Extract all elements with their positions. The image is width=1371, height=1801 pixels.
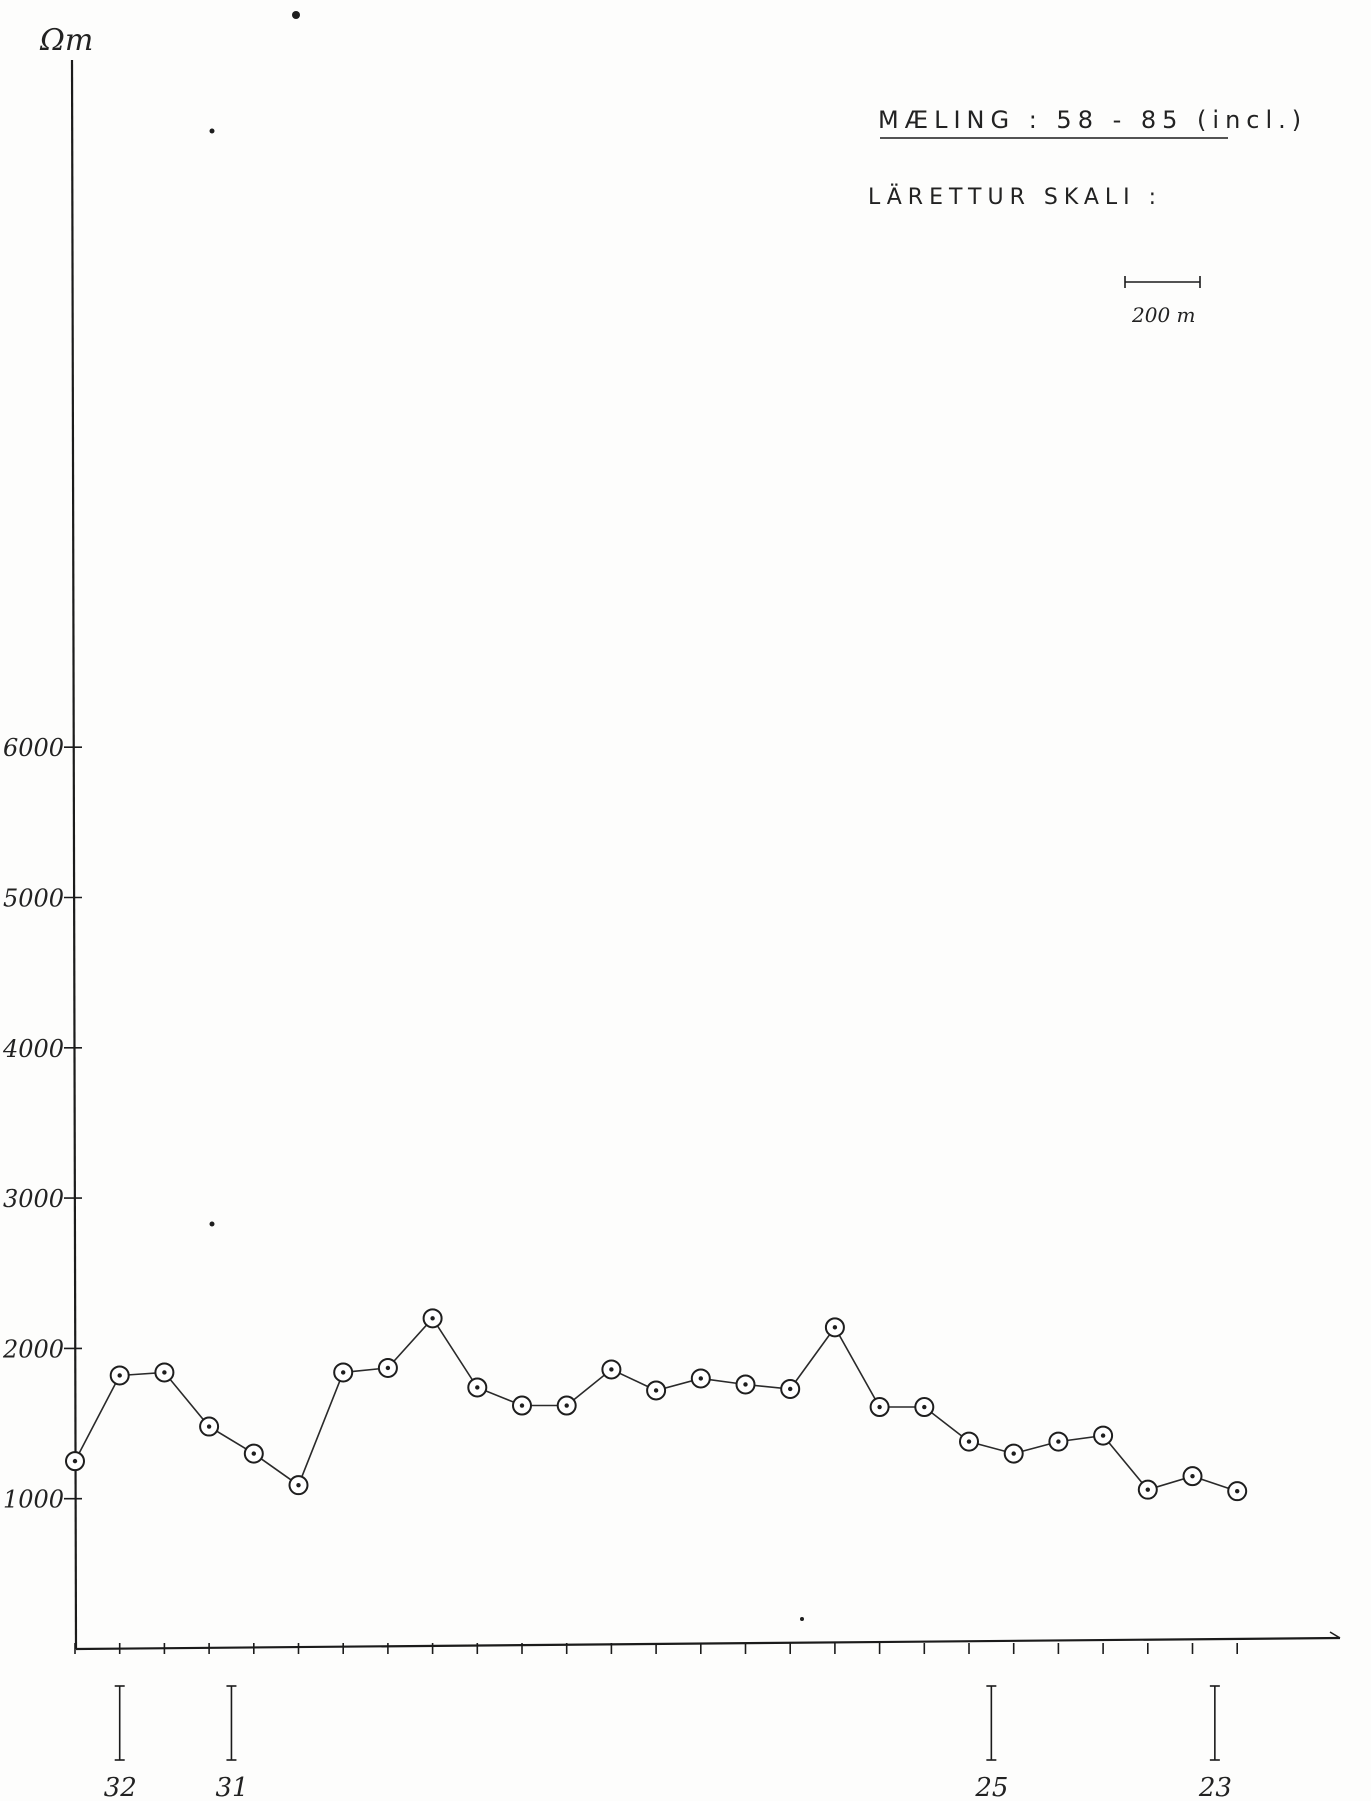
data-point [914, 1397, 935, 1418]
scan-speck [800, 1617, 804, 1621]
y-tick-label: 6000 [3, 734, 64, 762]
station-label: 25 [974, 1773, 1008, 1801]
station-marker [114, 1685, 125, 1761]
scan-speck [292, 11, 300, 19]
data-point [646, 1380, 667, 1401]
data-point [1093, 1425, 1114, 1446]
resistivity-series-line [74, 1316, 1238, 1492]
data-point [959, 1431, 979, 1452]
scan-speck [209, 1221, 215, 1227]
data-point [601, 1359, 622, 1380]
y-axis [70, 59, 78, 1650]
y-tick-label: 1000 [3, 1486, 64, 1514]
data-point [512, 1395, 532, 1416]
data-point [333, 1362, 354, 1383]
y-tick-label: 3000 [3, 1185, 64, 1213]
data-point [467, 1377, 488, 1398]
station-marker [226, 1685, 237, 1761]
data-point [1137, 1479, 1158, 1500]
station-marker [986, 1685, 997, 1761]
station-label: 23 [1198, 1773, 1232, 1801]
station-label: 32 [104, 1773, 137, 1801]
data-point [65, 1451, 85, 1472]
horizontal-scale-label: LÄRETTUR SKALI : [868, 184, 1162, 210]
data-point [780, 1378, 801, 1399]
data-point [243, 1443, 264, 1464]
data-point [1048, 1431, 1069, 1452]
y-tick-label: 4000 [2, 1035, 64, 1063]
data-point [869, 1397, 890, 1418]
data-point [735, 1374, 756, 1395]
station-label: 31 [215, 1773, 248, 1801]
data-point [1227, 1481, 1248, 1502]
scale-bar-label: 200 m [1131, 303, 1196, 327]
x-axis-arrow [1329, 1631, 1341, 1639]
measurement-title: MÆLING : 58 - 85 (incl.) [878, 106, 1307, 134]
data-point [288, 1475, 309, 1496]
data-point [556, 1395, 577, 1416]
x-axis [75, 1636, 1341, 1651]
data-point [824, 1317, 845, 1338]
data-point [377, 1357, 398, 1378]
data-point [422, 1308, 443, 1329]
data-point [199, 1416, 220, 1437]
station-marker [1209, 1685, 1220, 1761]
data-point [154, 1362, 175, 1383]
data-point [690, 1368, 711, 1389]
y-tick-label: 2000 [2, 1335, 64, 1363]
y-tick-label: 5000 [3, 885, 64, 913]
scan-speck [209, 128, 215, 134]
data-point [109, 1365, 130, 1386]
data-point [1003, 1443, 1024, 1464]
data-point [1182, 1466, 1203, 1487]
y-axis-unit-label: Ωm [39, 23, 93, 58]
